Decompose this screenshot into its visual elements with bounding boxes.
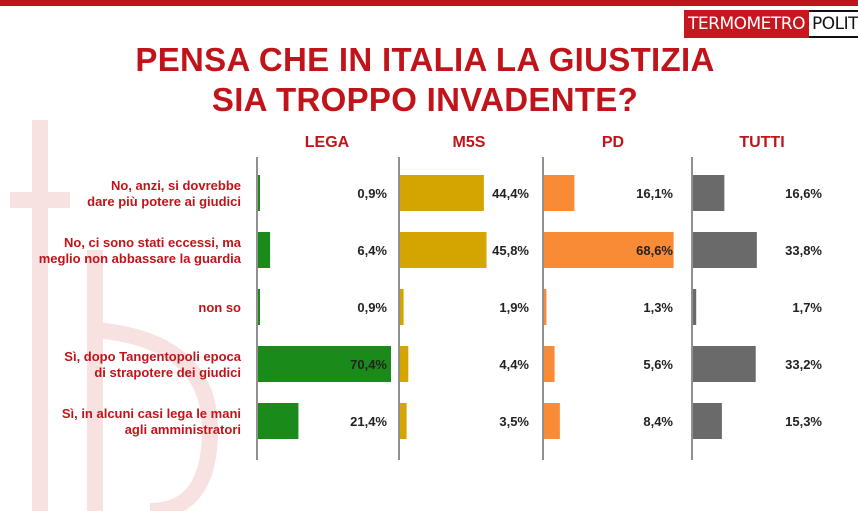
bar-tutti-2 (693, 232, 757, 268)
bar-m5s-1 (400, 175, 484, 211)
category-label-4-line2: di strapotere dei giudici (94, 365, 241, 380)
bar-lega-1 (258, 175, 260, 211)
bar-tutti-4 (693, 346, 756, 382)
chart-title-line2: SIA TROPPO INVADENTE? (211, 81, 639, 118)
data-label-tutti-1: 16,6% (785, 186, 822, 201)
bar-lega-4 (258, 346, 391, 382)
chart-title: PENSA CHE IN ITALIA LA GIUSTIZIA SIA TRO… (80, 40, 770, 120)
category-label-2-line1: No, ci sono stati eccessi, ma (64, 235, 242, 250)
bar-pd-5 (544, 403, 560, 439)
top-accent-bar (0, 0, 858, 6)
series-header-m5s: M5S (453, 134, 486, 151)
data-label-m5s-2: 45,8% (492, 243, 529, 258)
series-header-lega: LEGA (305, 134, 350, 151)
category-label-1: No, anzi, si dovrebbe dare più potere ai … (87, 178, 241, 209)
data-label-pd-4: 5,6% (643, 357, 673, 372)
bar-pd-2 (544, 232, 674, 268)
bar-lega-3 (258, 289, 260, 325)
data-label-tutti-2: 33,8% (785, 243, 822, 258)
data-label-m5s-1: 44,4% (492, 186, 529, 201)
bar-m5s-5 (400, 403, 407, 439)
bar-pd-4 (544, 346, 555, 382)
logo-part-politico: POLITICO (808, 10, 858, 38)
category-label-2: No, ci sono stati eccessi, ma meglio non … (39, 235, 242, 266)
data-label-pd-2: 68,6% (636, 243, 673, 258)
data-label-m5s-3: 1,9% (499, 300, 529, 315)
data-label-lega-4: 70,4% (350, 357, 387, 372)
category-label-3: non so (198, 300, 241, 315)
category-label-3-line1: non so (198, 300, 241, 315)
chart-title-line1: PENSA CHE IN ITALIA LA GIUSTIZIA (135, 41, 715, 78)
bar-m5s-3 (400, 289, 404, 325)
category-label-5-line2: agli amministratori (125, 422, 241, 437)
data-label-pd-1: 16,1% (636, 186, 673, 201)
category-label-5: Sì, in alcuni casi lega le mani agli ammi… (62, 406, 241, 437)
category-label-1-line1: No, anzi, si dovrebbe (111, 178, 241, 193)
data-label-m5s-5: 3,5% (499, 414, 529, 429)
bar-m5s-4 (400, 346, 409, 382)
data-label-lega-2: 6,4% (357, 243, 387, 258)
series-header-tutti: TUTTI (739, 134, 784, 151)
bar-lega-2 (258, 232, 271, 268)
data-label-m5s-4: 4,4% (499, 357, 529, 372)
bar-pd-3 (544, 289, 547, 325)
series-header-pd: PD (602, 134, 624, 151)
bar-tutti-5 (693, 403, 722, 439)
category-label-4-line1: Sì, dopo Tangentopoli epoca (64, 349, 241, 364)
bar-lega-5 (258, 403, 299, 439)
data-label-pd-3: 1,3% (643, 300, 673, 315)
category-label-5-line1: Sì, in alcuni casi lega le mani (62, 406, 241, 421)
bar-m5s-2 (400, 232, 487, 268)
data-label-lega-3: 0,9% (357, 300, 387, 315)
category-label-4: Sì, dopo Tangentopoli epoca di strapotere… (64, 349, 241, 380)
data-label-pd-5: 8,4% (643, 414, 673, 429)
data-label-lega-1: 0,9% (357, 186, 387, 201)
category-label-2-line2: meglio non abbassare la guardia (39, 251, 242, 266)
data-label-tutti-4: 33,2% (785, 357, 822, 372)
brand-logo: TERMOMETRO POLITICO (684, 10, 858, 38)
bar-pd-1 (544, 175, 575, 211)
bar-tutti-1 (693, 175, 725, 211)
data-label-lega-5: 21,4% (350, 414, 387, 429)
bar-tutti-3 (693, 289, 697, 325)
logo-part-termometro: TERMOMETRO (684, 10, 809, 38)
category-label-1-line2: dare più potere ai giudici (87, 194, 241, 209)
data-label-tutti-5: 15,3% (785, 414, 822, 429)
data-label-tutti-3: 1,7% (792, 300, 822, 315)
